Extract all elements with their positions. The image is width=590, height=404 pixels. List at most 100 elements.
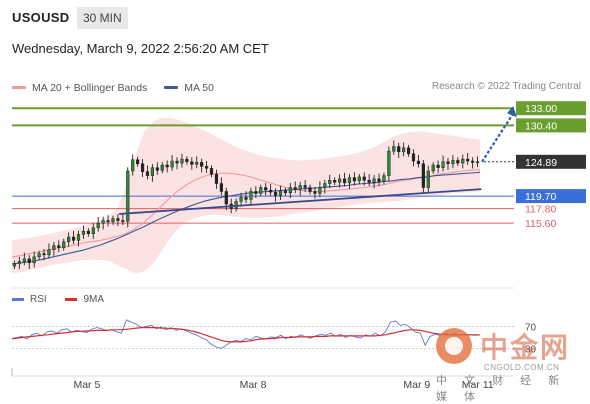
candle-body xyxy=(293,187,297,190)
candle-body xyxy=(283,190,288,194)
candle xyxy=(254,186,258,199)
candle-body xyxy=(239,197,243,202)
rsi-line xyxy=(11,319,481,349)
candle-body xyxy=(17,261,21,264)
price-level-tag xyxy=(516,189,586,204)
candle-body xyxy=(86,230,90,235)
candle-body xyxy=(150,167,155,176)
candle-body xyxy=(471,160,475,163)
candle-body xyxy=(411,153,416,162)
candle-body xyxy=(111,218,115,223)
candle xyxy=(328,174,332,189)
candle-body xyxy=(342,178,347,184)
candle xyxy=(239,192,243,207)
candle-body xyxy=(254,191,258,194)
candle-body xyxy=(224,191,228,205)
price-level-value: 130.40 xyxy=(525,120,557,132)
candle xyxy=(27,255,31,269)
support-trendline xyxy=(119,188,482,215)
candle xyxy=(456,157,460,167)
candle xyxy=(57,240,61,253)
candle-body xyxy=(47,249,51,256)
candle-body xyxy=(328,179,332,184)
candle-body xyxy=(333,179,337,183)
legend-swatch-ma20 xyxy=(12,86,26,89)
candle xyxy=(180,153,184,168)
candle-body xyxy=(288,187,292,194)
candle-body xyxy=(377,178,381,182)
timeframe-button[interactable]: 30 MIN xyxy=(77,7,128,29)
candle-body xyxy=(402,147,406,153)
candle xyxy=(106,215,110,227)
candle xyxy=(397,142,401,158)
candle xyxy=(155,162,159,175)
candle-body xyxy=(466,158,470,162)
candle xyxy=(52,241,56,256)
candle-body xyxy=(461,158,465,164)
top-bar: USOUSD 30 MIN xyxy=(0,0,590,36)
candle xyxy=(416,154,421,168)
candle xyxy=(264,182,268,196)
candle xyxy=(71,230,76,245)
candle xyxy=(387,146,391,181)
x-tick-label: Mar 11 xyxy=(462,379,494,391)
candle-body xyxy=(32,256,36,264)
candle xyxy=(278,185,283,200)
candle-body xyxy=(57,245,61,248)
candle xyxy=(333,177,337,186)
candle-body xyxy=(269,189,273,193)
candle-body xyxy=(421,163,425,188)
candle xyxy=(402,142,406,157)
candle xyxy=(259,184,263,197)
candle xyxy=(249,187,253,206)
candle xyxy=(451,155,455,169)
symbol-label: USOUSD xyxy=(12,10,70,25)
candle-body xyxy=(200,162,204,167)
candle-body xyxy=(347,177,352,184)
candle-body xyxy=(145,171,150,176)
candle-body xyxy=(362,176,366,181)
candle xyxy=(62,238,66,251)
legend-item-ma20: MA 20 + Bollinger Bands xyxy=(12,82,147,94)
candle xyxy=(288,182,292,199)
candle-body xyxy=(52,245,56,250)
candle-body xyxy=(441,161,445,168)
candle xyxy=(436,160,440,174)
candle-body xyxy=(91,227,95,235)
candle xyxy=(204,161,209,173)
candle-body xyxy=(456,160,460,164)
price-level-label-3: 119.70 xyxy=(516,189,586,204)
candle xyxy=(392,140,396,155)
candle-body xyxy=(451,160,455,164)
candle xyxy=(411,149,416,167)
price-level-label-2: 124.89 xyxy=(484,154,586,169)
candle xyxy=(357,173,361,184)
candle-body xyxy=(42,253,46,256)
candle xyxy=(165,160,169,173)
candle-body xyxy=(131,159,135,172)
candle xyxy=(17,256,21,269)
candle xyxy=(195,156,199,169)
candle xyxy=(298,181,302,196)
candle-body xyxy=(446,161,450,164)
candle-body xyxy=(121,220,125,222)
rsi-level-label: 30 xyxy=(525,345,537,356)
candle xyxy=(318,181,322,198)
candle-body xyxy=(392,146,396,152)
candle-body xyxy=(298,185,302,190)
candle-body xyxy=(116,218,120,221)
candle-body xyxy=(397,146,401,153)
candle-body xyxy=(214,174,219,184)
price-level-label-5: 115.60 xyxy=(525,218,556,230)
candle xyxy=(32,251,36,268)
candle-body xyxy=(475,161,480,164)
legend-item-rsi: RSI xyxy=(12,294,47,305)
candle-body xyxy=(367,179,371,183)
candle-body xyxy=(431,164,435,172)
candle xyxy=(190,157,194,170)
candle xyxy=(22,252,26,266)
candle-body xyxy=(190,161,194,165)
rsi-9ma-line xyxy=(11,327,480,343)
price-level-tag xyxy=(516,101,586,116)
